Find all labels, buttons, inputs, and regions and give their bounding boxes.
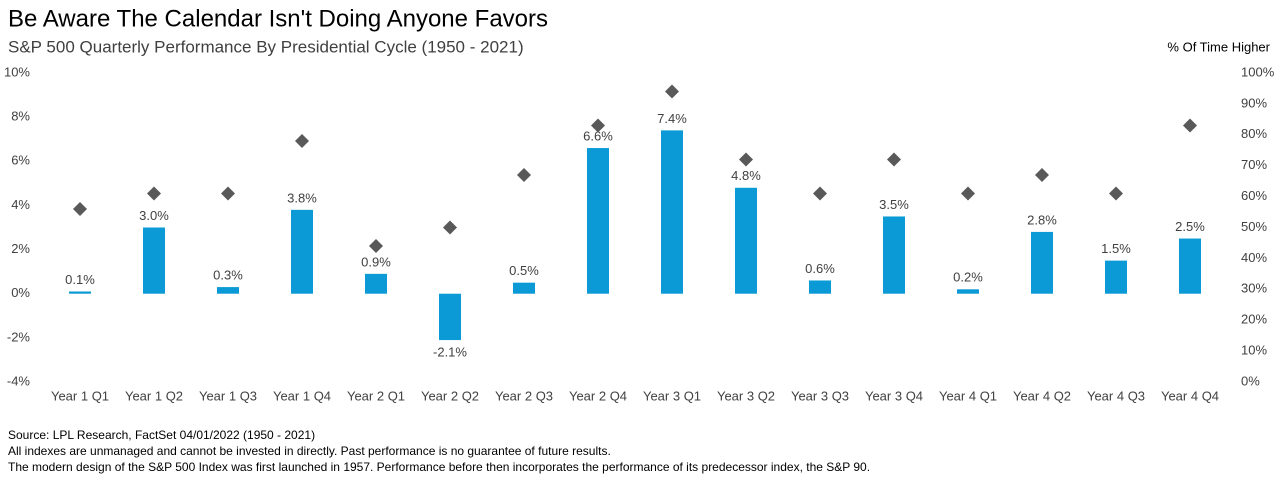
data-label: -2.1% xyxy=(433,345,467,360)
bar xyxy=(513,282,535,294)
marker xyxy=(147,186,161,201)
data-label: 3.8% xyxy=(287,190,317,205)
data-label: 2.8% xyxy=(1027,212,1057,227)
y2-tick-label: 80% xyxy=(1241,126,1267,141)
x-tick-label: Year 4 Q3 xyxy=(1087,388,1145,403)
y-tick-label: 2% xyxy=(11,241,30,256)
bar xyxy=(439,293,461,341)
bar xyxy=(365,273,387,294)
marker xyxy=(369,239,383,254)
x-tick-label: Year 3 Q1 xyxy=(643,388,701,403)
marker xyxy=(1109,186,1123,201)
chart-title: Be Aware The Calendar Isn't Doing Anyone… xyxy=(8,5,548,32)
x-tick-label: Year 2 Q4 xyxy=(569,388,627,403)
data-label: 2.5% xyxy=(1175,219,1205,234)
x-tick-label: Year 3 Q3 xyxy=(791,388,849,403)
footnote: All indexes are unmanaged and cannot be … xyxy=(8,444,611,458)
bar xyxy=(587,148,609,294)
y-tick-label: 8% xyxy=(11,109,30,124)
marker xyxy=(1183,118,1197,133)
bar xyxy=(1031,231,1053,294)
bar xyxy=(661,130,683,294)
bar xyxy=(69,291,91,294)
x-tick-label: Year 1 Q2 xyxy=(125,388,183,403)
y2-tick-label: 0% xyxy=(1241,373,1260,388)
data-label: 6.6% xyxy=(583,128,613,143)
marker xyxy=(1035,167,1049,182)
marker xyxy=(73,201,87,216)
data-label: 0.1% xyxy=(65,272,95,287)
y2-tick-label: 70% xyxy=(1241,157,1267,172)
bar xyxy=(217,287,239,294)
y2-tick-label: 10% xyxy=(1241,343,1267,358)
footnote: The modern design of the S&P 500 Index w… xyxy=(8,460,870,474)
x-tick-label: Year 2 Q2 xyxy=(421,388,479,403)
x-tick-label: Year 3 Q2 xyxy=(717,388,775,403)
bar xyxy=(735,187,757,294)
y2-tick-label: 30% xyxy=(1241,281,1267,296)
data-label: 4.8% xyxy=(731,168,761,183)
marker xyxy=(739,152,753,167)
bar xyxy=(809,280,831,294)
x-tick-label: Year 1 Q1 xyxy=(51,388,109,403)
x-tick-label: Year 4 Q1 xyxy=(939,388,997,403)
data-label: 3.5% xyxy=(879,197,909,212)
bar xyxy=(957,289,979,294)
y2-tick-label: 60% xyxy=(1241,188,1267,203)
y2-tick-label: 40% xyxy=(1241,250,1267,265)
marker xyxy=(443,220,457,235)
x-tick-label: Year 4 Q4 xyxy=(1161,388,1219,403)
data-label: 1.5% xyxy=(1101,241,1131,256)
marker xyxy=(887,152,901,167)
x-tick-label: Year 2 Q1 xyxy=(347,388,405,403)
data-label: 0.5% xyxy=(509,263,539,278)
data-label: 0.6% xyxy=(805,261,835,276)
y-tick-label: 6% xyxy=(11,153,30,168)
chart-subtitle: S&P 500 Quarterly Performance By Preside… xyxy=(8,37,524,56)
y-tick-label: 10% xyxy=(4,64,30,79)
y2-tick-label: 100% xyxy=(1241,64,1275,79)
marker xyxy=(665,84,679,99)
y-tick-label: 4% xyxy=(11,197,30,212)
data-label: 3.0% xyxy=(139,208,169,223)
bar xyxy=(1179,238,1201,294)
bar xyxy=(1105,260,1127,294)
y-tick-label: 0% xyxy=(11,285,30,300)
marker xyxy=(591,118,605,133)
marker xyxy=(813,186,827,201)
y-tick-label: -2% xyxy=(7,329,31,344)
marker xyxy=(961,186,975,201)
data-label: 0.2% xyxy=(953,270,983,285)
marker xyxy=(221,186,235,201)
y2-axis-label: % Of Time Higher xyxy=(1167,39,1270,54)
x-tick-label: Year 1 Q4 xyxy=(273,388,331,403)
y2-tick-label: 20% xyxy=(1241,312,1267,327)
x-tick-label: Year 3 Q4 xyxy=(865,388,923,403)
bar xyxy=(291,209,313,294)
x-tick-label: Year 2 Q3 xyxy=(495,388,553,403)
data-label: 0.3% xyxy=(213,268,243,283)
y2-tick-label: 90% xyxy=(1241,95,1267,110)
data-label: 0.9% xyxy=(361,254,391,269)
x-tick-label: Year 1 Q3 xyxy=(199,388,257,403)
footnote: Source: LPL Research, FactSet 04/01/2022… xyxy=(8,428,315,442)
data-label: 7.4% xyxy=(657,111,687,126)
bar xyxy=(143,227,165,294)
marker xyxy=(517,167,531,182)
y2-tick-label: 50% xyxy=(1241,219,1267,234)
marker xyxy=(295,133,309,148)
x-tick-label: Year 4 Q2 xyxy=(1013,388,1071,403)
bar xyxy=(883,216,905,294)
y-tick-label: -4% xyxy=(7,373,31,388)
